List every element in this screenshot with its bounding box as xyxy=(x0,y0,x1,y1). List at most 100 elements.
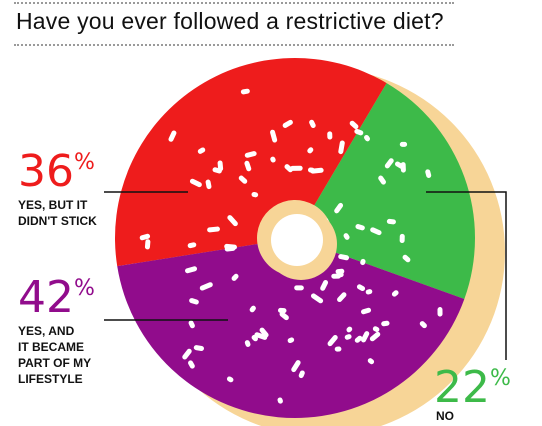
sprinkle xyxy=(343,233,350,240)
slice2-caption-line: NO xyxy=(436,409,454,423)
slice3-caption: YES, AND IT BECAME PART OF MY LIFESTYLE xyxy=(18,323,91,387)
sprinkle xyxy=(307,147,314,154)
sprinkle xyxy=(355,224,365,231)
sprinkle xyxy=(277,397,283,404)
sprinkle xyxy=(282,119,293,128)
sprinkle xyxy=(334,346,342,352)
slice2-caption: NO xyxy=(436,408,454,424)
sprinkle xyxy=(335,268,345,275)
slice1-percent-value: 36 xyxy=(18,146,74,197)
sprinkle xyxy=(270,129,278,143)
sprinkle xyxy=(189,298,199,305)
sprinkle xyxy=(391,290,399,297)
sprinkle xyxy=(277,307,287,314)
sprinkle xyxy=(205,179,212,190)
sprinkle xyxy=(193,345,205,351)
sprinkle xyxy=(187,242,197,249)
sprinkle xyxy=(231,273,239,281)
slice-yes-didnt-stick xyxy=(114,57,387,267)
slice3-percent-value: 42 xyxy=(18,272,74,323)
sprinkle xyxy=(249,305,256,313)
sprinkle xyxy=(168,130,177,142)
sprinkle xyxy=(188,320,195,329)
sprinkle xyxy=(320,279,329,291)
sprinkle xyxy=(381,320,390,327)
sprinkle xyxy=(354,335,363,343)
sprinkle xyxy=(199,282,213,291)
sprinkle xyxy=(360,258,366,266)
sprinkle xyxy=(298,370,305,379)
top-dotted-rule xyxy=(14,2,454,4)
sprinkle xyxy=(364,134,371,142)
sprinkle xyxy=(139,233,151,241)
slice2-percent-label: 22% xyxy=(434,366,511,410)
sprinkle xyxy=(251,191,259,198)
sprinkle xyxy=(189,178,202,188)
sprinkle xyxy=(294,285,304,291)
sprinkle xyxy=(370,227,382,236)
sprinkle xyxy=(365,289,373,295)
sprinkle xyxy=(338,254,350,261)
sprinkle xyxy=(244,151,257,158)
sprinkle xyxy=(354,128,364,136)
sprinkle xyxy=(244,160,252,172)
sprinkle xyxy=(240,88,250,95)
sprinkle xyxy=(367,358,375,365)
sprinkle xyxy=(384,158,394,169)
slice1-caption-line: YES, BUT IT xyxy=(18,198,88,212)
sprinkle xyxy=(224,245,236,252)
sprinkle xyxy=(425,169,432,178)
sprinkle xyxy=(378,175,386,185)
sprinkle xyxy=(402,254,411,263)
sprinkle xyxy=(227,215,238,227)
sprinkle xyxy=(394,161,406,170)
sprinkle xyxy=(212,167,222,174)
sprinkle xyxy=(399,141,408,147)
slice1-percent-label: 36% xyxy=(18,150,95,194)
sprinkle xyxy=(310,293,324,304)
sprinkle xyxy=(399,233,405,244)
sprinkle xyxy=(361,331,370,343)
sprinkle xyxy=(349,120,359,130)
title-dotted-rule xyxy=(14,44,454,46)
sprinkle xyxy=(327,334,338,347)
slice1-caption-line: DIDN'T STICK xyxy=(18,214,97,228)
sprinkle xyxy=(197,147,206,154)
sprinkle xyxy=(307,167,315,173)
slice1-percent-sign: % xyxy=(74,150,95,175)
sprinkle xyxy=(259,327,269,338)
sprinkle xyxy=(338,140,345,155)
slice-no xyxy=(314,83,475,299)
sprinkle xyxy=(356,284,366,292)
sprinkle xyxy=(437,307,443,317)
sprinkle xyxy=(182,348,192,360)
slice2-leader-line xyxy=(426,191,507,360)
slice1-caption: YES, BUT IT DIDN'T STICK xyxy=(18,197,97,229)
sprinkle xyxy=(270,156,276,163)
slice2-percent-sign: % xyxy=(490,366,511,391)
slice3-caption-line: PART OF MY xyxy=(18,356,92,370)
sprinkle xyxy=(226,376,234,383)
sprinkle xyxy=(386,218,396,225)
sprinkle xyxy=(207,226,220,233)
sprinkle xyxy=(287,337,295,344)
sprinkle xyxy=(334,202,344,214)
slice3-caption-line: IT BECAME xyxy=(18,340,84,354)
slice2-percent-value: 22 xyxy=(434,362,490,413)
chart-title: Have you ever followed a restrictive die… xyxy=(16,8,444,34)
sprinkle xyxy=(309,119,316,129)
sprinkle xyxy=(289,165,303,171)
slice3-caption-line: YES, AND xyxy=(18,324,75,338)
sprinkle xyxy=(188,360,195,369)
sprinkle xyxy=(144,239,151,250)
sprinkle xyxy=(346,326,353,333)
sprinkle xyxy=(327,131,333,140)
sprinkle xyxy=(291,360,301,373)
donut-hole xyxy=(271,214,323,266)
sprinkle xyxy=(254,332,268,340)
sprinkle xyxy=(185,266,198,274)
sprinkle xyxy=(337,292,347,303)
slice3-percent-label: 42% xyxy=(18,276,95,320)
sprinkle xyxy=(331,273,342,279)
